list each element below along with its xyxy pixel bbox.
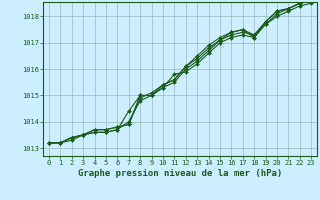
X-axis label: Graphe pression niveau de la mer (hPa): Graphe pression niveau de la mer (hPa) bbox=[78, 169, 282, 178]
